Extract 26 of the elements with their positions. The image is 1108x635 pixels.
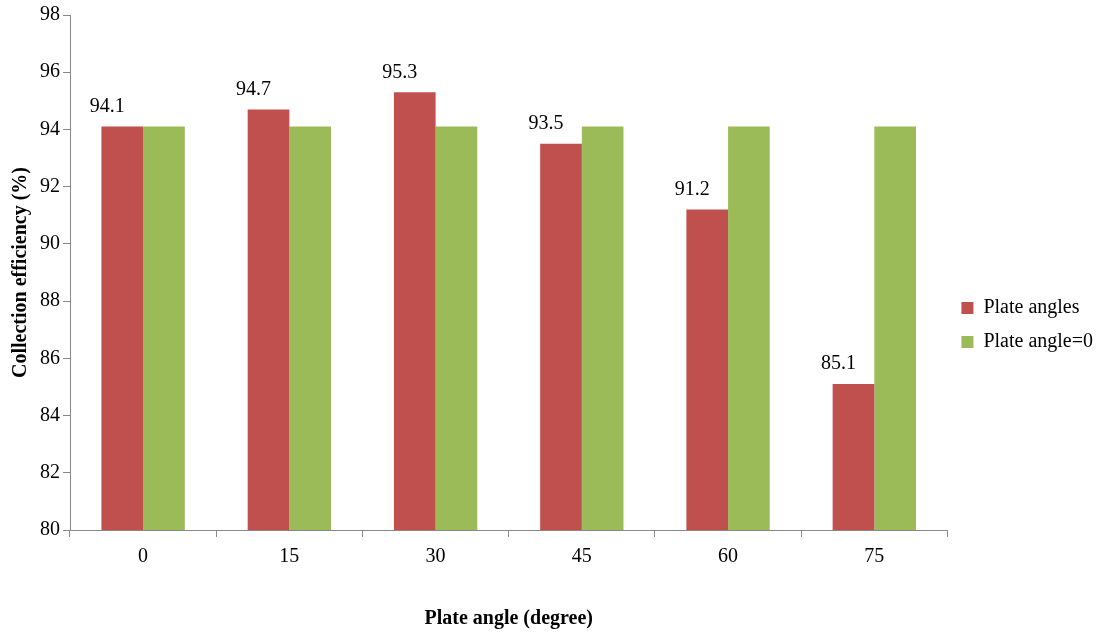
y-tick-label: 94 bbox=[40, 116, 60, 139]
y-tick-label: 98 bbox=[40, 2, 60, 25]
data-label: 94.1 bbox=[89, 93, 125, 116]
y-tick-label: 82 bbox=[40, 460, 60, 483]
y-tick-label: 90 bbox=[40, 231, 60, 254]
x-axis-title: Plate angle (degree) bbox=[424, 606, 593, 630]
y-tick-label: 80 bbox=[40, 517, 60, 540]
y-tick-label: 88 bbox=[40, 288, 60, 311]
data-label: 93.5 bbox=[528, 111, 564, 133]
data-label: 85.1 bbox=[820, 351, 856, 374]
y-axis-title: Collection efficiency (%) bbox=[8, 166, 32, 379]
x-tick-label: 60 bbox=[718, 544, 739, 567]
y-tick-label: 96 bbox=[40, 59, 60, 82]
y-tick-label: 86 bbox=[40, 345, 60, 368]
x-tick-label: 75 bbox=[864, 544, 885, 567]
x-tick-label: 30 bbox=[425, 544, 446, 567]
x-tick-label: 15 bbox=[279, 544, 300, 567]
y-tick-label: 84 bbox=[40, 402, 60, 425]
x-tick-label: 45 bbox=[571, 544, 592, 567]
y-tick-label: 92 bbox=[40, 173, 60, 196]
data-label: 91.2 bbox=[674, 176, 710, 199]
data-label: 94.7 bbox=[236, 76, 272, 99]
data-label: 95.3 bbox=[382, 59, 418, 82]
legend-label: Plate angle=0 bbox=[983, 329, 1094, 353]
legend-label: Plate angles bbox=[983, 295, 1080, 319]
x-tick-label: 0 bbox=[138, 544, 149, 567]
